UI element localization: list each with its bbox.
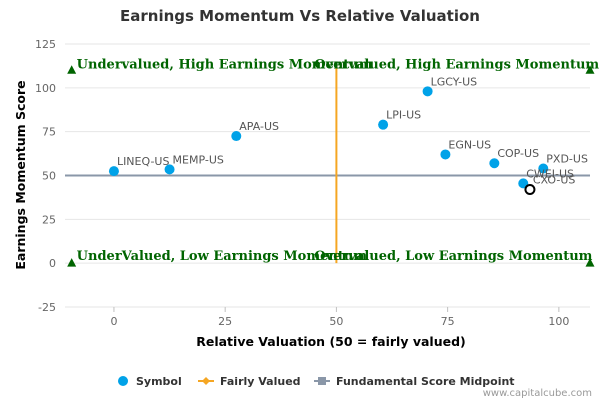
quadrant-label: Undervalued, High Earnings Momentum [77,57,373,72]
legend-midpoint-label: Fundamental Score Midpoint [336,375,515,388]
x-tick-label: 50 [329,315,343,328]
x-tick-label: 25 [218,315,232,328]
chart-title: Earnings Momentum Vs Relative Valuation [120,7,480,25]
scatter-point [108,166,119,177]
source-credit: www.capitalcube.com [483,388,592,399]
point-label: LINEQ-US [117,155,170,168]
point-label: CWEI-US [526,167,574,180]
quadrant-marker [67,65,77,74]
scatter-point [231,131,242,142]
point-label: LPI-US [386,109,421,122]
quadrant-labels: Undervalued, High Earnings MomentumOverv… [67,57,599,267]
x-axis-title: Relative Valuation (50 = fairly valued) [196,334,466,349]
scatter-point [422,86,433,97]
point-label: EGN-US [448,138,491,151]
y-tick-label: 75 [42,126,56,139]
quadrant-label: Overvalued, Low Earnings Momentum [314,249,592,264]
point-label: COP-US [497,147,539,160]
quadrant-marker [585,65,595,74]
quadrant-label: Overvalued, High Earnings Momentum [314,57,599,72]
legend-symbol-label: Symbol [136,375,182,388]
point-label: LGCY-US [431,75,478,88]
y-tick-label: -25 [38,301,56,314]
quadrant-label: UnderValued, Low Earnings Momentum [77,249,368,264]
y-tick-label: 0 [49,257,56,270]
legend-fairly-valued-label: Fairly Valued [220,375,301,388]
y-tick-label: 25 [42,213,56,226]
point-labels: LINEQ-US MEMP-US APA-US LPI-US LGCY-US EGN-US… [117,75,588,186]
point-label: PXD-US [546,152,588,165]
legend-symbol-marker [118,376,128,386]
y-tick-label: 50 [42,170,56,183]
quadrant-marker [67,258,77,267]
point-label: APA-US [239,120,279,133]
data-points [108,86,549,196]
point-label: MEMP-US [173,153,224,166]
x-tick-label: 0 [110,315,117,328]
scatter-point [489,158,500,169]
legend: Symbol Fairly Valued Fundamental Score Mid… [118,375,515,388]
scatter-point [538,163,549,174]
y-tick-label: 125 [35,38,56,51]
x-tick-label: 100 [548,315,569,328]
x-tick-label: 75 [441,315,455,328]
reference-lines [65,65,590,264]
point-label: CXO-US [533,174,575,187]
scatter-point [164,164,175,175]
highlighted-point [524,184,536,196]
y-tick-label: 100 [35,82,56,95]
y-axis-title: Earnings Momentum Score [13,80,28,269]
scatter-point [378,119,389,130]
legend-midpoint-marker [318,377,326,385]
quadrant-marker [585,258,595,267]
scatter-point [440,149,451,160]
scatter-point [518,178,529,189]
axis-ticks: -25 0 25 50 75 100 125 0 25 50 75 100 [35,38,569,328]
legend-fairly-valued-marker [202,377,210,385]
